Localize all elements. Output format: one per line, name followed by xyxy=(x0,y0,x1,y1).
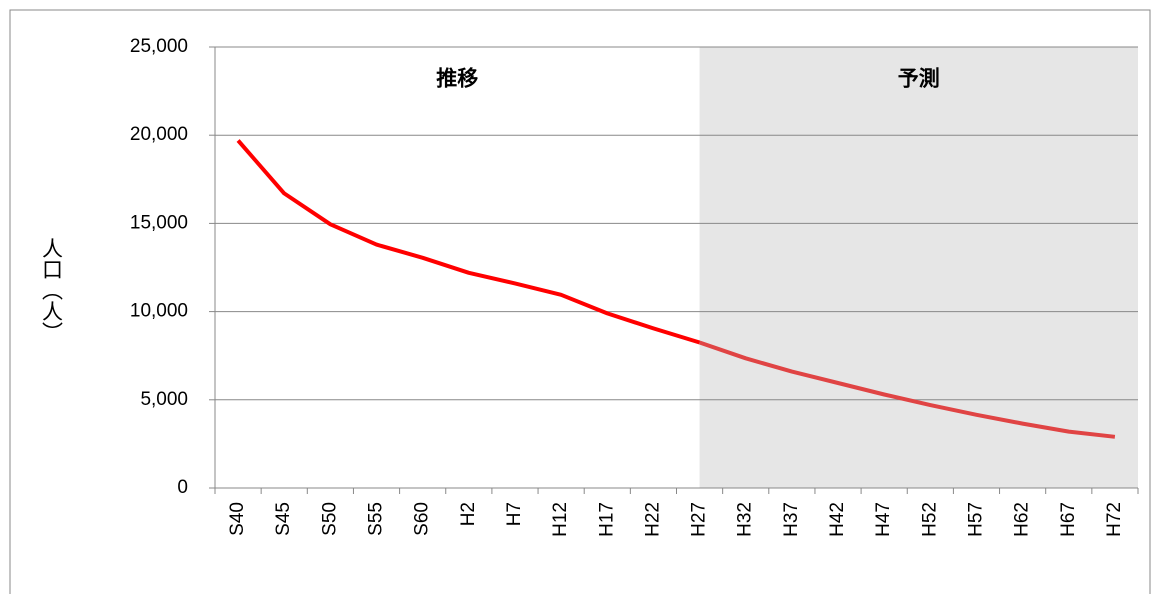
y-tick-label: 20,000 xyxy=(130,124,188,145)
x-tick-label: H17 xyxy=(596,502,617,537)
x-tick-label: H12 xyxy=(550,502,571,537)
x-tick-label: H42 xyxy=(827,502,848,537)
x-tick-label: H7 xyxy=(504,502,525,526)
x-tick-label: H27 xyxy=(689,502,710,537)
x-tick-label: S55 xyxy=(366,502,387,536)
x-tick-label: S60 xyxy=(412,502,433,536)
x-tick-label: S45 xyxy=(273,502,294,536)
y-tick-label: 0 xyxy=(177,477,188,498)
y-axis-label: 人口（人） xyxy=(39,238,63,343)
chart-frame xyxy=(9,9,1151,594)
series-line xyxy=(698,340,1116,439)
annotation: 推移 xyxy=(436,67,478,91)
y-tick-label: 10,000 xyxy=(130,301,188,322)
x-tick-label: H52 xyxy=(919,502,940,537)
x-tick-label: H37 xyxy=(781,502,802,537)
x-tick-label: H57 xyxy=(965,502,986,537)
x-tick-label: H67 xyxy=(1058,502,1079,537)
series-line xyxy=(236,139,701,345)
x-tick-label: H47 xyxy=(873,502,894,537)
x-tick-label: S50 xyxy=(319,502,340,536)
forecast-region xyxy=(699,47,1138,488)
annotation: 予測 xyxy=(898,68,940,91)
x-tick-label: H2 xyxy=(458,502,479,526)
x-tick-label: H32 xyxy=(735,502,756,537)
y-tick-label: 15,000 xyxy=(130,212,188,233)
x-tick-label: H72 xyxy=(1104,502,1125,537)
y-tick-label: 5,000 xyxy=(140,389,188,410)
x-tick-label: H22 xyxy=(642,502,663,537)
x-tick-label: H62 xyxy=(1012,502,1033,537)
y-tick-label: 25,000 xyxy=(130,36,188,57)
x-tick-label: S40 xyxy=(227,502,248,536)
